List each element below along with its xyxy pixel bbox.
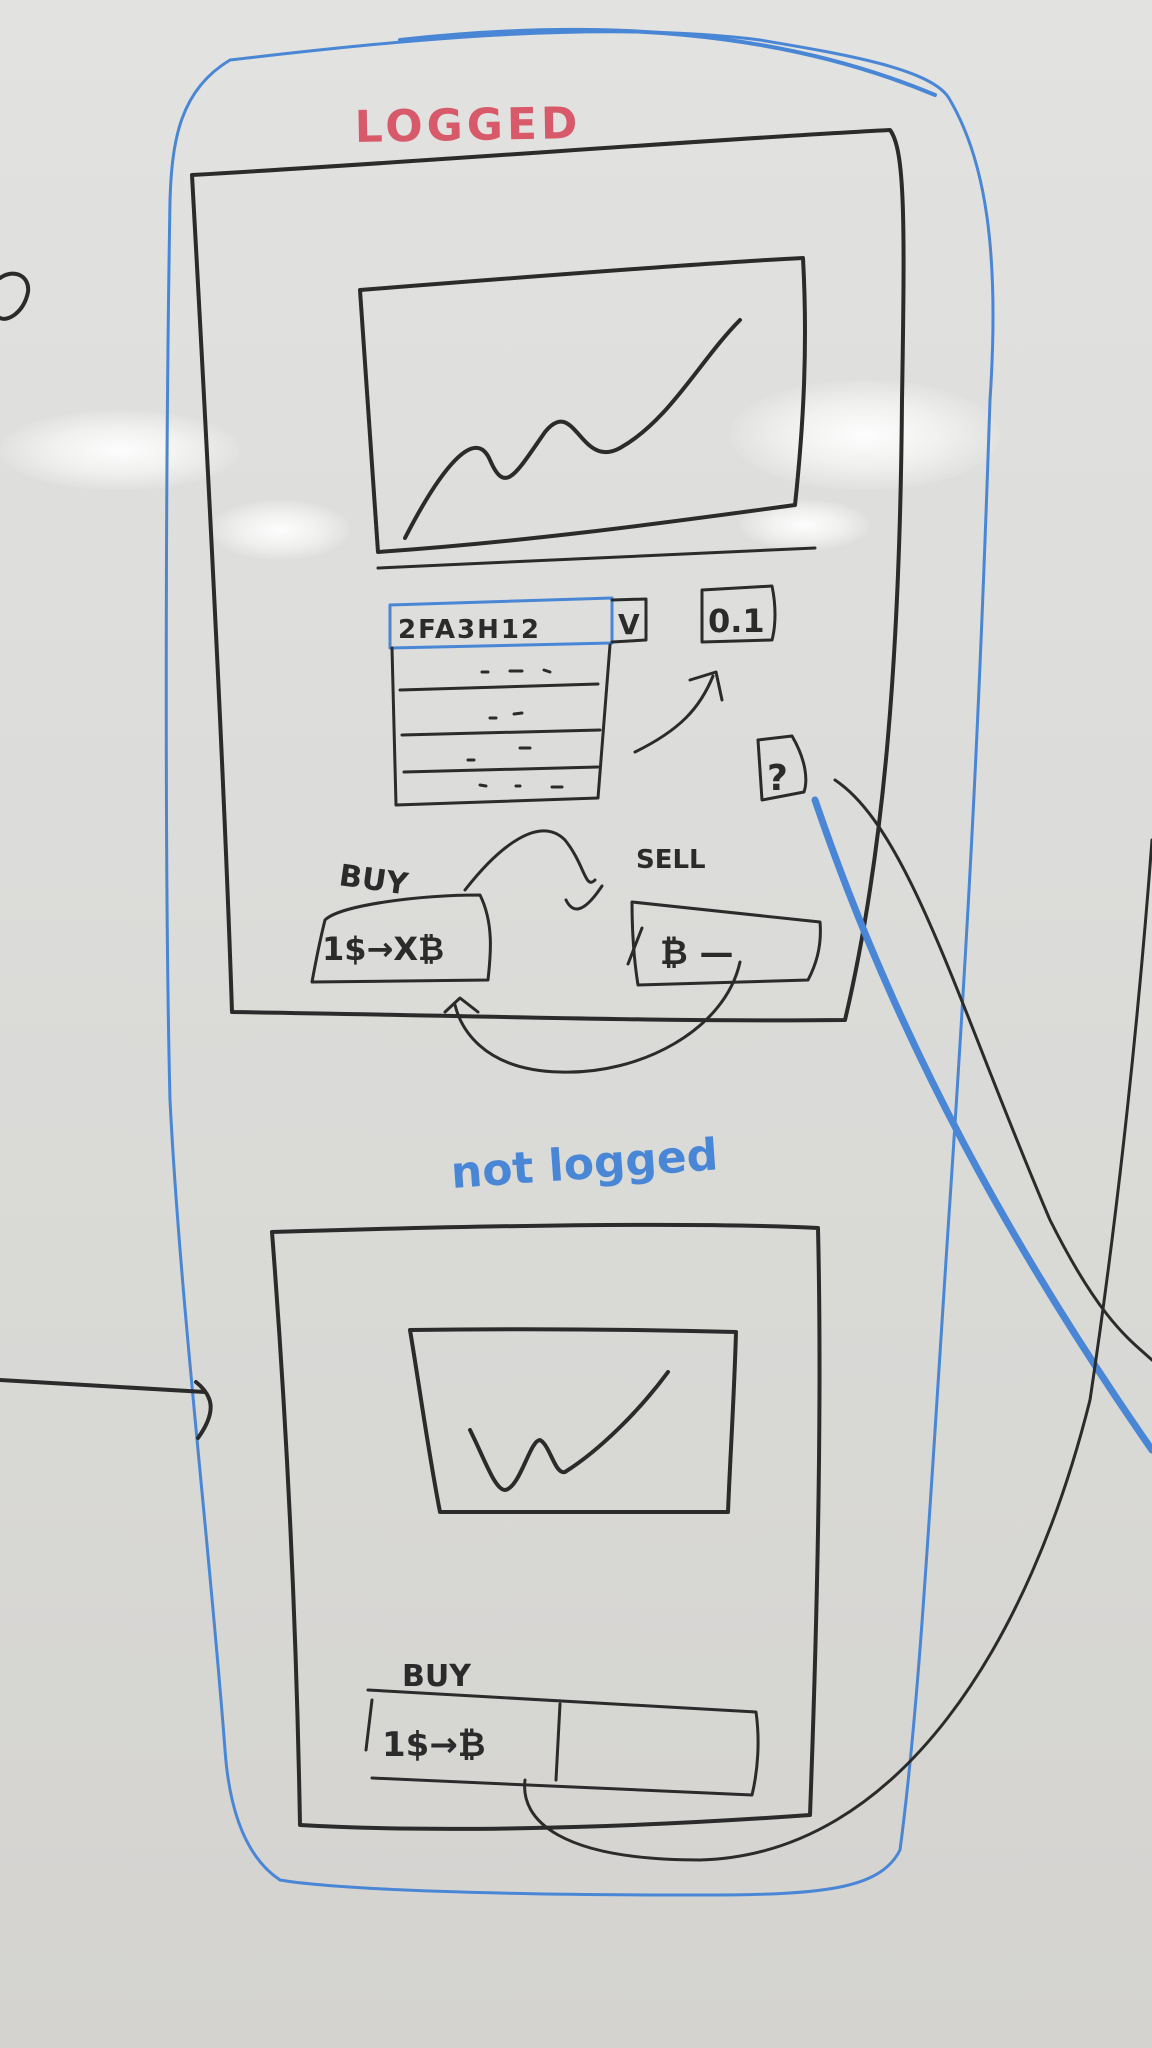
not-logged-title: not logged [449, 1129, 719, 1199]
logged-screen-frame [190, 128, 906, 1023]
sell-to-buy-arrowhead [443, 996, 480, 1014]
logged-buy-input-box [310, 893, 492, 984]
logged-group-outline [164, 30, 995, 1897]
not-logged-buy-box [366, 1688, 760, 1797]
buy-to-sell-arrowhead [564, 884, 604, 911]
not-logged-buy-label: BUY [402, 1659, 472, 1694]
amount-badge: 0.1 [708, 602, 765, 640]
sell-input-divider [626, 926, 644, 966]
not-logged-buy-input-text: 1$→₿ [382, 1725, 486, 1765]
address-list-dots [466, 668, 564, 789]
logged-buy-input-text: 1$→X₿ [322, 930, 444, 968]
help-button-box [756, 734, 808, 802]
logged-chart-line [403, 318, 742, 540]
logged-chart-frame [358, 256, 807, 554]
address-list-row-line [402, 765, 600, 774]
dropdown-toggle: V [618, 608, 640, 641]
not-logged-chart-frame [408, 1327, 738, 1515]
stray-mark [0, 271, 31, 321]
amount-badge-box [700, 584, 777, 644]
buy-to-right-loop [523, 838, 1152, 1862]
sell-to-buy-arrow [453, 960, 742, 1074]
logged-sell-input-box [630, 900, 822, 987]
logged-sell-label: SELL [636, 845, 706, 875]
address-list-row-line [398, 682, 600, 692]
list-to-amount-arrow [633, 674, 715, 754]
address-dropdown-value: 2FA3H12 [398, 615, 541, 645]
not-logged-buy-left-bracket [364, 1698, 374, 1752]
not-logged-chart-line [468, 1370, 670, 1492]
incoming-arrow [0, 1378, 207, 1394]
enclosure-cap [398, 27, 937, 97]
help-to-right-black-connector [833, 778, 1152, 1362]
list-to-amount-arrowhead [688, 670, 724, 702]
address-list-box [390, 643, 612, 807]
logged-title: LOGGED [354, 98, 582, 153]
address-list-row-line [400, 728, 602, 737]
logged-chart-divider [376, 546, 817, 570]
help-to-right-blue-connector [811, 796, 1152, 1454]
dropdown-toggle-box [610, 597, 648, 644]
buy-to-sell-arrow [463, 829, 597, 892]
logged-sell-input-text: ₿ — [660, 933, 734, 973]
logged-buy-label: BUY [337, 858, 411, 902]
not-logged-screen-frame [270, 1222, 822, 1831]
not-logged-buy-divider [554, 1702, 562, 1782]
help-button-label: ? [767, 758, 788, 799]
incoming-arrowhead [194, 1380, 213, 1440]
